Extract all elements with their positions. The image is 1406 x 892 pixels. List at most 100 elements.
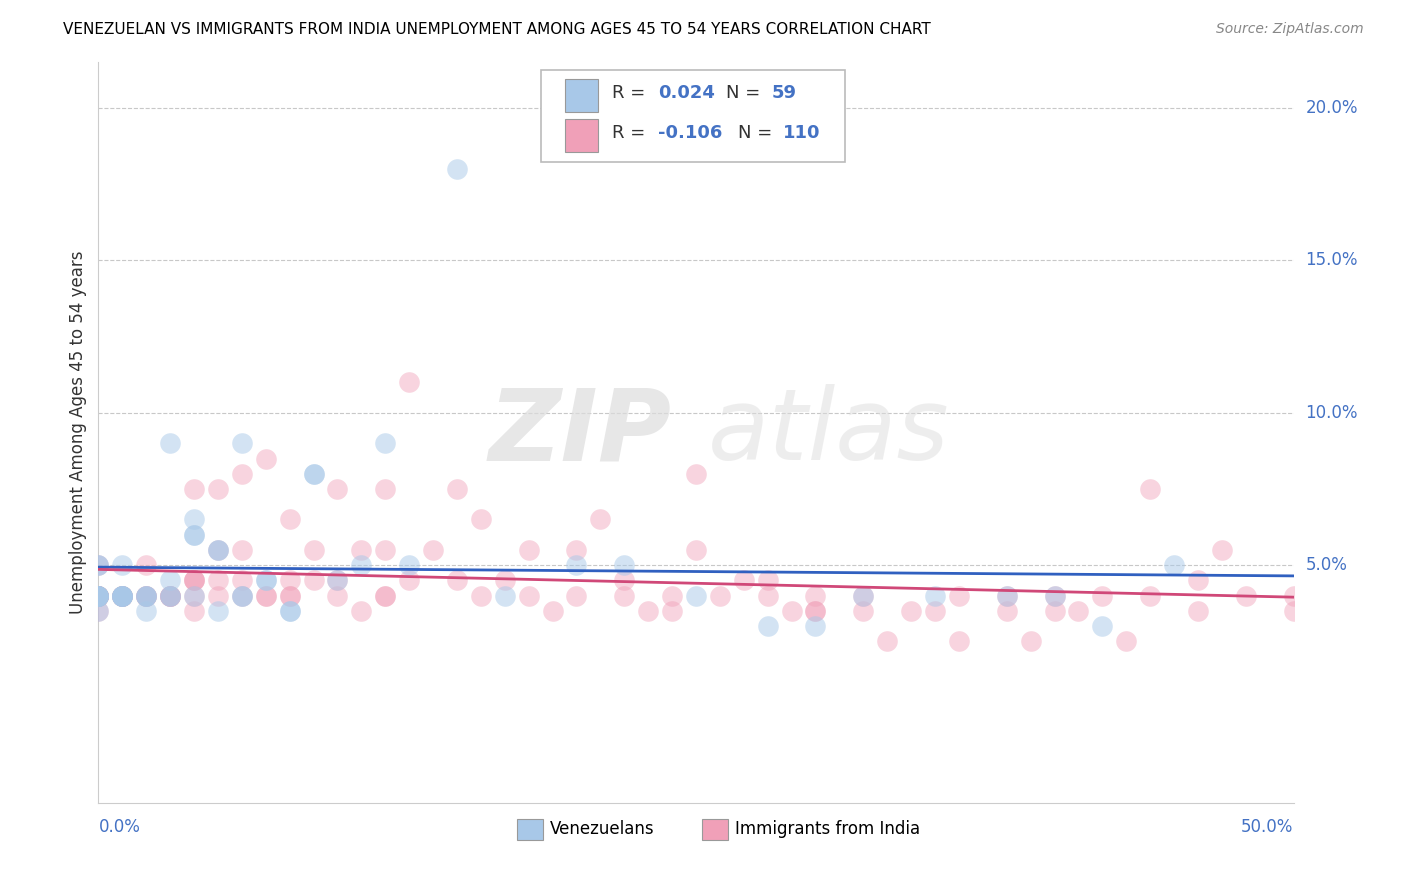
- Point: [517, 589, 540, 603]
- Point: [207, 543, 229, 558]
- Point: [231, 574, 253, 588]
- Point: [398, 574, 420, 588]
- FancyBboxPatch shape: [565, 119, 598, 152]
- Point: [589, 512, 612, 526]
- Point: [995, 604, 1018, 618]
- Point: [995, 589, 1018, 603]
- Text: 0.0%: 0.0%: [98, 818, 141, 836]
- Point: [87, 558, 110, 573]
- Point: [231, 543, 253, 558]
- Point: [852, 589, 875, 603]
- Point: [135, 589, 157, 603]
- Point: [231, 589, 253, 603]
- Point: [470, 512, 492, 526]
- Point: [924, 604, 946, 618]
- Point: [87, 589, 110, 603]
- Point: [87, 589, 110, 603]
- Point: [183, 482, 205, 496]
- Text: atlas: atlas: [709, 384, 949, 481]
- Point: [183, 512, 205, 526]
- Point: [685, 467, 707, 481]
- Point: [685, 589, 707, 603]
- Point: [87, 589, 110, 603]
- Point: [231, 436, 253, 450]
- Point: [183, 527, 205, 541]
- Point: [613, 558, 636, 573]
- Point: [183, 574, 205, 588]
- Point: [565, 543, 588, 558]
- Point: [87, 589, 110, 603]
- Point: [804, 604, 827, 618]
- Point: [183, 574, 205, 588]
- Point: [87, 589, 110, 603]
- Point: [661, 604, 683, 618]
- Point: [1043, 589, 1066, 603]
- Point: [852, 604, 875, 618]
- Point: [709, 589, 731, 603]
- Point: [326, 574, 349, 588]
- Point: [494, 574, 516, 588]
- Point: [1067, 604, 1090, 618]
- Text: 20.0%: 20.0%: [1306, 99, 1358, 117]
- Point: [87, 589, 110, 603]
- Point: [87, 604, 110, 618]
- Point: [1282, 589, 1305, 603]
- Point: [422, 543, 444, 558]
- Point: [87, 589, 110, 603]
- Point: [613, 574, 636, 588]
- Text: Venezuelans: Venezuelans: [550, 820, 655, 838]
- Point: [111, 589, 134, 603]
- Text: Source: ZipAtlas.com: Source: ZipAtlas.com: [1216, 22, 1364, 37]
- Point: [780, 604, 803, 618]
- Point: [254, 574, 277, 588]
- Point: [183, 574, 205, 588]
- Point: [207, 482, 229, 496]
- Point: [350, 604, 373, 618]
- Point: [87, 558, 110, 573]
- Point: [135, 589, 157, 603]
- Point: [661, 589, 683, 603]
- Point: [374, 589, 396, 603]
- Point: [733, 574, 755, 588]
- Point: [111, 589, 134, 603]
- Point: [756, 589, 779, 603]
- Point: [207, 543, 229, 558]
- Text: N =: N =: [725, 84, 766, 102]
- Point: [1091, 619, 1114, 633]
- Point: [541, 604, 564, 618]
- Point: [207, 543, 229, 558]
- Point: [804, 589, 827, 603]
- Text: Immigrants from India: Immigrants from India: [735, 820, 921, 838]
- Point: [231, 467, 253, 481]
- Point: [135, 604, 157, 618]
- Point: [398, 558, 420, 573]
- Text: 0.024: 0.024: [658, 84, 714, 102]
- Point: [87, 589, 110, 603]
- Point: [804, 604, 827, 618]
- Text: 10.0%: 10.0%: [1306, 404, 1358, 422]
- Point: [183, 527, 205, 541]
- Point: [111, 589, 134, 603]
- Point: [804, 619, 827, 633]
- Point: [446, 574, 468, 588]
- Point: [111, 589, 134, 603]
- Point: [87, 589, 110, 603]
- Point: [135, 589, 157, 603]
- Point: [326, 589, 349, 603]
- Point: [183, 589, 205, 603]
- Text: 50.0%: 50.0%: [1241, 818, 1294, 836]
- Text: 110: 110: [783, 124, 821, 142]
- Point: [685, 543, 707, 558]
- Point: [1115, 634, 1137, 648]
- Point: [565, 558, 588, 573]
- Point: [159, 589, 181, 603]
- FancyBboxPatch shape: [541, 70, 845, 162]
- Point: [231, 589, 253, 603]
- Point: [135, 589, 157, 603]
- Point: [517, 543, 540, 558]
- Point: [876, 634, 898, 648]
- Point: [1163, 558, 1185, 573]
- Point: [302, 467, 325, 481]
- Point: [326, 482, 349, 496]
- Point: [637, 604, 659, 618]
